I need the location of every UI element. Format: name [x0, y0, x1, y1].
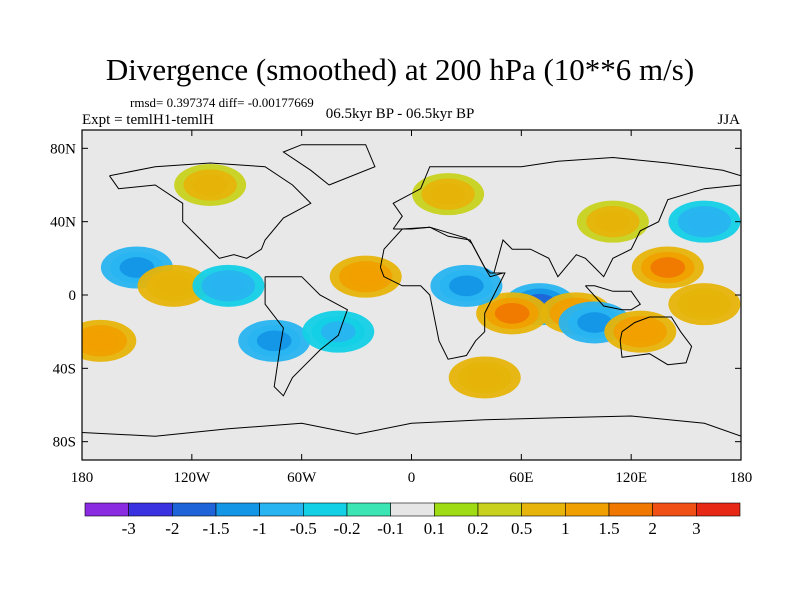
field-blob [687, 211, 722, 233]
colorbar-label: 0.5 [511, 519, 532, 538]
field-blob [320, 321, 356, 342]
y-tick-label: 40S [53, 361, 76, 377]
divergence-field [82, 164, 741, 399]
colorbar-label: 1.5 [598, 519, 619, 538]
colorbar-label: 3 [692, 519, 701, 538]
colorbar-swatch [477, 502, 522, 517]
field-blob [348, 266, 384, 287]
colorbar-swatch [259, 502, 304, 517]
field-blob [650, 257, 686, 278]
colorbar-swatch [128, 502, 173, 517]
colorbar-swatch [696, 502, 741, 517]
field-blob [687, 293, 722, 315]
coastline [282, 144, 376, 186]
field-blob [82, 330, 118, 352]
field-blob [256, 330, 292, 352]
field-blob [595, 211, 631, 233]
coastline [264, 276, 349, 397]
coastlines [82, 144, 741, 437]
x-tick-label: 0 [408, 470, 416, 486]
x-tick-label: 180 [730, 470, 753, 486]
colorbar-swatch [652, 502, 697, 517]
field-blob [577, 312, 612, 333]
colorbar-label: -1.5 [203, 519, 230, 538]
colorbar-swatch [303, 502, 348, 517]
period-label: 06.5kyr BP - 06.5kyr BP [325, 106, 475, 122]
x-tick-label: 120E [615, 470, 647, 486]
field-blob [156, 275, 191, 297]
colorbar-label: -0.2 [334, 519, 361, 538]
colorbar-label: -0.1 [377, 519, 404, 538]
plot-title: Divergence (smoothed) at 200 hPa (10**6 … [105, 52, 695, 87]
field-blob [467, 367, 503, 388]
coastline [82, 415, 741, 437]
colorbar-swatch [390, 502, 435, 517]
colorbar-swatch [84, 502, 129, 517]
colorbar-label: 0.1 [424, 519, 445, 538]
field-blob [211, 275, 246, 297]
coastline [109, 162, 312, 259]
colorbar-swatch [215, 502, 260, 517]
coastline [379, 226, 506, 360]
coastline [585, 285, 642, 311]
field-blob [494, 303, 530, 324]
x-tick-label: 180 [71, 470, 94, 486]
experiment-label: Expt = temlH1-temlH [82, 112, 214, 128]
field-blob [192, 174, 228, 196]
coastline [619, 316, 693, 366]
colorbar-swatch [434, 502, 479, 517]
colorbar-swatch [565, 502, 610, 517]
colorbar-label: 1 [561, 519, 570, 538]
field-blob [449, 275, 484, 297]
colorbar-label: -0.5 [290, 519, 317, 538]
y-tick-label: 40N [50, 215, 76, 231]
colorbar-swatch [521, 502, 566, 517]
x-tick-label: 60E [509, 470, 533, 486]
colorbar-label: 2 [648, 519, 657, 538]
colorbar-swatch [608, 502, 653, 517]
rmsd-diff-stats: rmsd= 0.397374 diff= -0.00177669 [130, 95, 314, 110]
coastline [392, 156, 741, 278]
x-tick-label: 120W [173, 470, 211, 486]
field-blob [622, 321, 658, 342]
field-blob [430, 183, 466, 205]
axis-ticks: 180 120W 60W 0 60E 120E 180 80N 40N 0 40S 80S [50, 130, 752, 486]
colorbar-swatch [172, 502, 217, 517]
colorbar-label: -3 [122, 519, 136, 538]
colorbar-label: 0.2 [467, 519, 488, 538]
y-tick-label: 80N [50, 141, 76, 157]
colorbar: -3 -2 -1.5 -1 -0.5 -0.2 -0.1 0.1 0.2 0.5 1 1.5 2 3 [84, 502, 741, 538]
season-label: JJA [717, 112, 740, 128]
colorbar-label: -2 [165, 519, 179, 538]
y-tick-label: 0 [69, 288, 77, 304]
colorbar-swatch [346, 502, 391, 517]
y-tick-label: 80S [53, 435, 76, 451]
x-tick-label: 60W [287, 470, 317, 486]
colorbar-label: -1 [253, 519, 267, 538]
